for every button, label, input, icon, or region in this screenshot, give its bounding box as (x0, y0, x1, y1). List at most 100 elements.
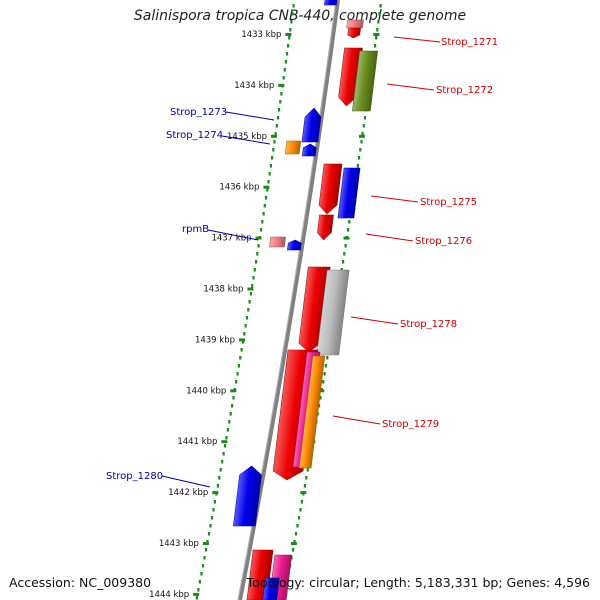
gene-block (324, 0, 338, 6)
gene-arrow-reverse (317, 214, 334, 241)
track-dot-left (240, 348, 243, 352)
scale-tick (373, 33, 380, 36)
track-dot-right (347, 228, 350, 232)
track-dot-left (271, 156, 274, 160)
scale-tick-label: 1434 kbp (234, 81, 274, 91)
gene-arrow-forward (287, 239, 302, 251)
track-dot-left (279, 100, 282, 104)
track-dot-left (203, 556, 206, 560)
scale-tick (212, 491, 219, 495)
scale-tick (239, 338, 245, 342)
scale-tick-label: 1435 kbp (227, 132, 267, 142)
gene-label-leader (225, 111, 275, 121)
gene-label[interactable]: Strop_1276 (415, 236, 472, 247)
track-dot-right (359, 148, 362, 152)
track-dot-left (213, 500, 216, 504)
track-dot-right (326, 356, 329, 360)
track-dot-right (303, 484, 306, 488)
track-dot-left (229, 412, 232, 416)
gene-label-leader (332, 415, 381, 425)
gene-arrow-reverse (347, 27, 361, 39)
gene-label[interactable]: Strop_1273 (170, 107, 227, 118)
track-dot-right (305, 476, 308, 480)
scale-tick (290, 542, 297, 545)
track-dot-right (377, 20, 380, 24)
gene-label-leader (370, 195, 419, 203)
scale-tick (263, 185, 270, 189)
gene-label[interactable]: Strop_1280 (106, 471, 163, 482)
track-dot-left (253, 268, 256, 272)
scale-tick-label: 1441 kbp (177, 437, 217, 447)
gene-block (284, 140, 302, 155)
scale-tick-label: 1440 kbp (186, 386, 226, 396)
track-dot-right (343, 252, 346, 256)
track-dot-left (225, 436, 228, 440)
track-dot-left (212, 508, 215, 512)
gene-block (346, 19, 364, 29)
track-dot-left (201, 564, 205, 568)
gene-label[interactable]: Strop_1278 (400, 319, 457, 330)
track-dot-left (264, 196, 268, 200)
track-dot-left (285, 52, 289, 56)
scale-tick (202, 542, 209, 545)
scale-tick (343, 236, 350, 240)
gene-block (262, 577, 280, 600)
track-dot-left (245, 316, 249, 320)
scale-tick (193, 592, 200, 596)
track-dot-right (361, 132, 364, 136)
track-dot-left (244, 324, 247, 328)
gene-label-leader (350, 316, 399, 325)
gene-features (233, 0, 378, 600)
track-dot-left (252, 276, 255, 280)
track-dot-left (239, 356, 242, 360)
track-dot-left (260, 228, 263, 232)
gene-label[interactable]: Strop_1279 (382, 419, 439, 430)
gene-label[interactable]: Strop_1274 (166, 130, 223, 141)
track-dot-left (269, 164, 272, 168)
scale-tick (247, 287, 254, 291)
track-dot-left (288, 36, 291, 40)
track-dot-right (360, 140, 363, 144)
gene-block (352, 50, 378, 112)
gene-arrow-forward (301, 143, 317, 157)
scale-tick (255, 236, 262, 240)
track-dot-left (223, 444, 227, 448)
gene-label[interactable]: Strop_1272 (436, 85, 493, 96)
track-dot-left (292, 4, 295, 8)
scale-tick-label: 1439 kbp (195, 335, 235, 345)
topology-text: Topology: circular; Length: 5,183,331 bp… (246, 575, 590, 590)
track-dot-left (209, 524, 212, 528)
track-dot-right (374, 44, 377, 48)
gene-label-leader (386, 83, 435, 91)
track-dot-left (241, 340, 245, 344)
scale-tick-label: 1443 kbp (159, 539, 199, 549)
track-dot-left (232, 396, 235, 400)
track-dot-right (296, 524, 299, 528)
scale-tick-label: 1436 kbp (219, 183, 259, 193)
scale-tick (300, 491, 307, 495)
track-dot-left (206, 540, 209, 544)
track-dot-left (243, 332, 246, 336)
track-dot-right (375, 36, 378, 40)
gene-label[interactable]: Strop_1275 (420, 197, 477, 208)
scale-tick (221, 440, 228, 444)
track-dot-right (379, 4, 382, 8)
track-dot-left (267, 180, 270, 184)
genome-title: Salinispora tropica CNB-440, complete ge… (133, 8, 467, 24)
track-dot-right (344, 244, 347, 248)
track-dot-left (216, 484, 219, 488)
track-dot-left (263, 204, 266, 208)
gene-arrow-forward (233, 465, 262, 527)
scale-tick-label: 1433 kbp (241, 30, 281, 40)
track-dot-right (342, 260, 345, 264)
gene-label[interactable]: Strop_1271 (441, 37, 498, 48)
track-dot-left (262, 212, 265, 216)
track-dot-left (289, 28, 292, 32)
gene-label[interactable]: rpmB (182, 224, 209, 235)
scale-tick-label: 1437 kbp (211, 234, 251, 244)
accession-text: Accession: NC_009380 (9, 575, 152, 590)
track-dot-left (278, 108, 281, 112)
track-dot-left (219, 468, 222, 472)
